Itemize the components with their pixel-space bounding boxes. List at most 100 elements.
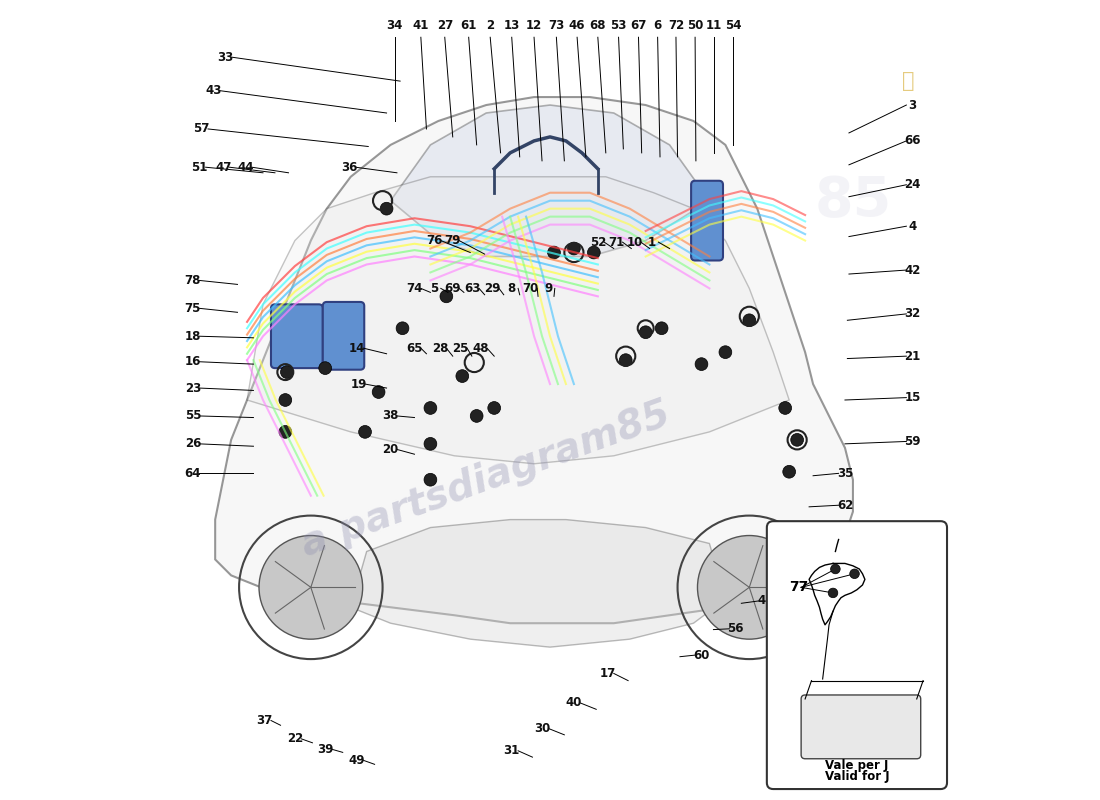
Circle shape — [424, 474, 437, 486]
Text: 20: 20 — [383, 443, 398, 456]
Text: 23: 23 — [185, 382, 201, 394]
Text: 38: 38 — [383, 410, 398, 422]
Text: 54: 54 — [725, 19, 741, 32]
Circle shape — [279, 394, 292, 406]
PathPatch shape — [216, 97, 852, 623]
Circle shape — [779, 402, 792, 414]
Text: 31: 31 — [504, 744, 520, 758]
Circle shape — [619, 354, 632, 366]
Text: 41: 41 — [412, 19, 429, 32]
Text: 48: 48 — [472, 342, 488, 354]
Circle shape — [424, 438, 437, 450]
Text: 74: 74 — [406, 282, 422, 295]
Text: 17: 17 — [600, 667, 616, 680]
Text: 29: 29 — [484, 282, 500, 295]
Text: 24: 24 — [904, 178, 921, 191]
Text: 16: 16 — [185, 355, 201, 368]
Circle shape — [656, 322, 668, 334]
Text: 43: 43 — [206, 84, 222, 97]
Text: 46: 46 — [569, 19, 585, 32]
Text: 19: 19 — [351, 378, 367, 390]
Circle shape — [828, 588, 838, 598]
Circle shape — [455, 370, 469, 382]
FancyBboxPatch shape — [691, 181, 723, 261]
Circle shape — [424, 402, 437, 414]
Text: 26: 26 — [185, 438, 201, 450]
Text: 25: 25 — [452, 342, 469, 354]
Text: 14: 14 — [349, 342, 365, 354]
Text: 11: 11 — [706, 19, 723, 32]
Text: 64: 64 — [185, 467, 201, 480]
Text: 28: 28 — [432, 342, 448, 354]
Text: 7: 7 — [829, 533, 837, 546]
Text: 42: 42 — [904, 263, 921, 277]
Circle shape — [830, 564, 840, 574]
Text: 52: 52 — [590, 236, 606, 249]
Text: 30: 30 — [534, 722, 550, 735]
Text: 69: 69 — [444, 282, 461, 295]
Circle shape — [372, 386, 385, 398]
Text: 45: 45 — [757, 594, 773, 607]
Text: 5: 5 — [430, 282, 439, 295]
Text: 🐎: 🐎 — [902, 71, 915, 91]
Text: 70: 70 — [522, 282, 539, 295]
Text: 73: 73 — [548, 19, 564, 32]
Text: 59: 59 — [904, 435, 921, 448]
Text: 76: 76 — [426, 234, 442, 247]
FancyBboxPatch shape — [322, 302, 364, 370]
Text: 15: 15 — [904, 391, 921, 404]
Text: 53: 53 — [610, 19, 627, 32]
Text: 79: 79 — [444, 234, 461, 247]
Circle shape — [587, 246, 601, 259]
Circle shape — [639, 326, 652, 338]
Text: 35: 35 — [837, 467, 854, 480]
Circle shape — [719, 346, 732, 358]
Circle shape — [548, 246, 560, 259]
Text: 62: 62 — [837, 498, 854, 512]
Circle shape — [791, 434, 803, 446]
Text: 40: 40 — [565, 697, 582, 710]
Text: 37: 37 — [256, 714, 273, 727]
Circle shape — [359, 426, 372, 438]
Text: 1: 1 — [648, 236, 656, 249]
Circle shape — [487, 402, 500, 414]
Circle shape — [471, 410, 483, 422]
FancyBboxPatch shape — [767, 521, 947, 789]
Circle shape — [279, 426, 292, 438]
PathPatch shape — [248, 177, 789, 464]
Text: 55: 55 — [185, 410, 201, 422]
Text: 36: 36 — [341, 161, 358, 174]
Text: 66: 66 — [904, 134, 921, 147]
Text: 67: 67 — [630, 19, 647, 32]
Text: 27: 27 — [437, 19, 453, 32]
Circle shape — [258, 535, 363, 639]
Text: 75: 75 — [185, 302, 201, 315]
Text: 58: 58 — [791, 565, 807, 578]
Text: 60: 60 — [693, 649, 710, 662]
Text: 34: 34 — [386, 19, 403, 32]
Text: 57: 57 — [194, 122, 210, 135]
Text: 77: 77 — [789, 580, 808, 594]
Circle shape — [381, 202, 393, 215]
Text: 47: 47 — [214, 161, 231, 174]
Text: 33: 33 — [218, 50, 233, 64]
Circle shape — [280, 366, 294, 378]
Text: 44: 44 — [238, 161, 254, 174]
FancyBboxPatch shape — [271, 304, 322, 368]
Text: 78: 78 — [185, 274, 201, 287]
Text: 21: 21 — [904, 350, 921, 362]
Text: 61: 61 — [461, 19, 477, 32]
Text: 4: 4 — [909, 220, 917, 233]
Circle shape — [697, 535, 801, 639]
Text: 72: 72 — [668, 19, 684, 32]
Text: a partsdiagram85: a partsdiagram85 — [297, 395, 676, 564]
Text: 22: 22 — [287, 732, 303, 746]
Text: 56: 56 — [727, 622, 744, 635]
Text: 2: 2 — [486, 19, 494, 32]
Text: 51: 51 — [191, 161, 208, 174]
Text: 18: 18 — [185, 330, 201, 342]
Text: Vale per J: Vale per J — [825, 758, 889, 772]
Text: 71: 71 — [608, 236, 625, 249]
Text: 9: 9 — [544, 282, 552, 295]
Text: 49: 49 — [349, 754, 365, 767]
